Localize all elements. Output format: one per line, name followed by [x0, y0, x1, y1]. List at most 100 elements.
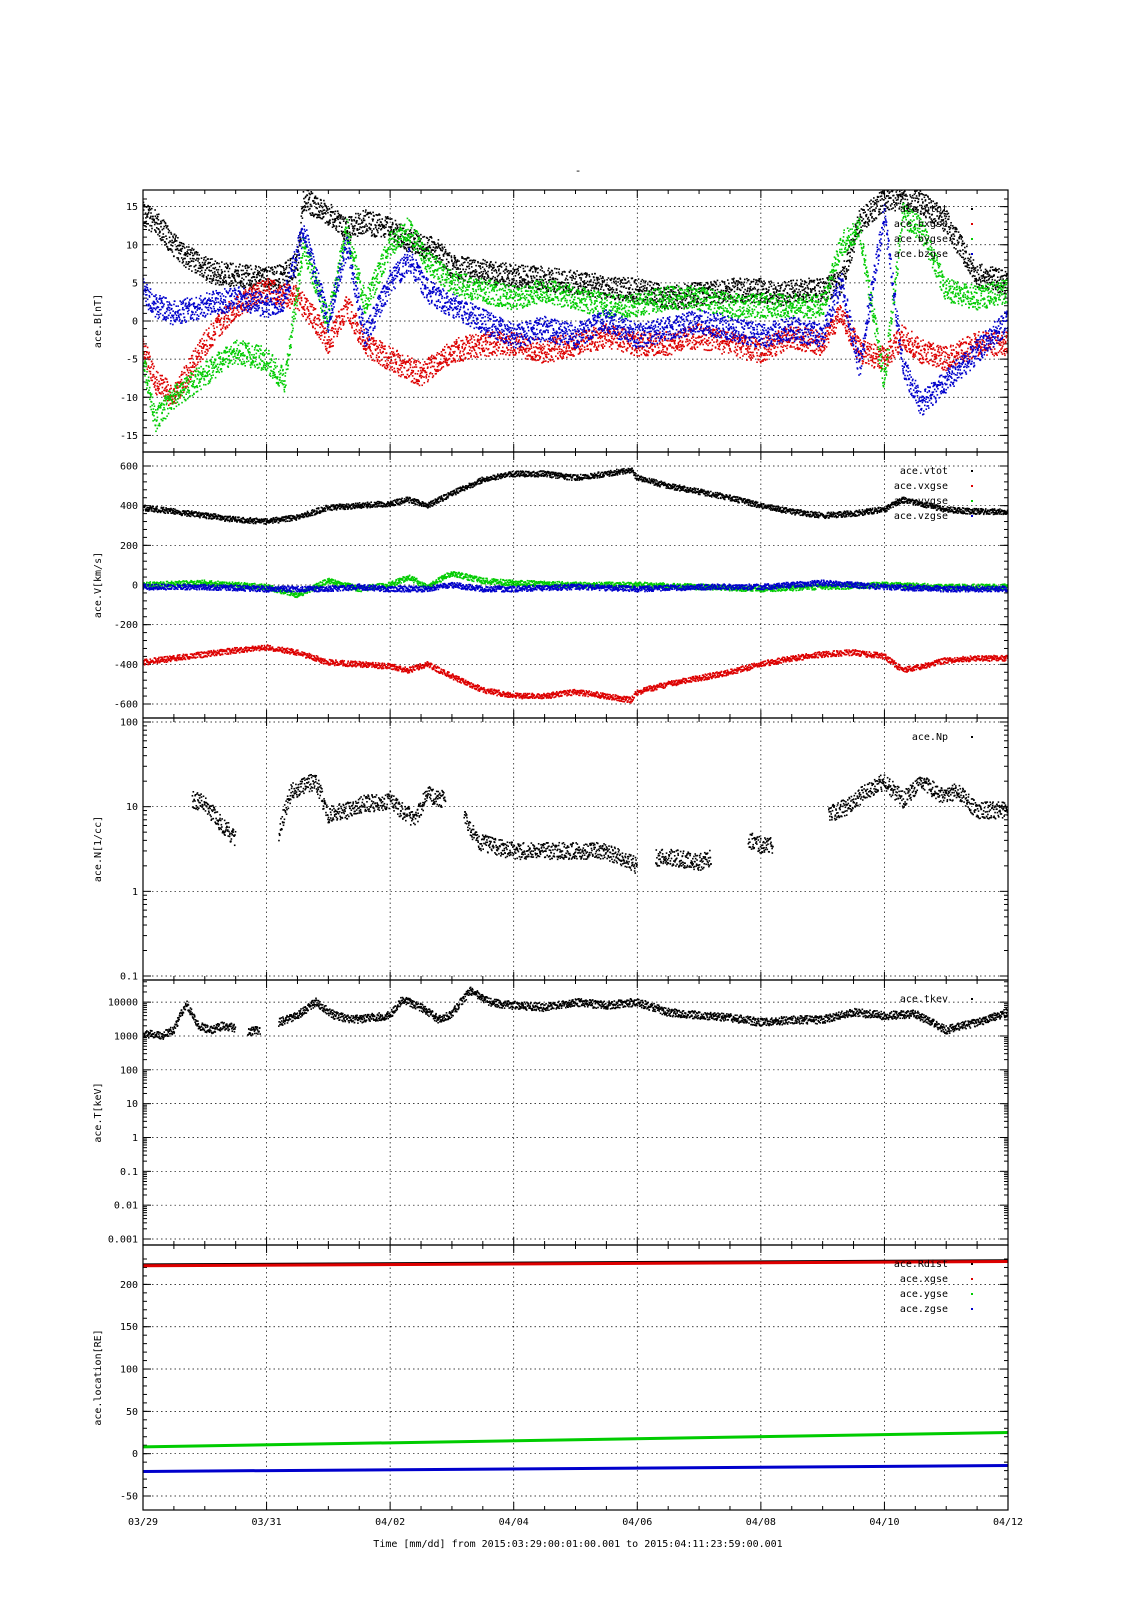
data-point	[218, 335, 221, 337]
data-point	[337, 330, 340, 333]
data-point	[589, 292, 591, 295]
data-point	[526, 282, 528, 284]
data-point	[843, 260, 846, 262]
data-point	[500, 266, 503, 268]
data-point	[235, 315, 237, 318]
data-point	[439, 257, 441, 259]
data-point	[166, 246, 169, 248]
data-point	[188, 379, 190, 382]
data-point	[390, 356, 393, 358]
data-point	[144, 212, 147, 214]
data-point	[423, 256, 425, 259]
data-point	[474, 275, 476, 278]
data-point	[436, 255, 439, 257]
data-point	[234, 270, 237, 273]
data-point	[161, 382, 164, 385]
data-point	[336, 332, 339, 334]
data-point	[473, 273, 476, 276]
data-point	[641, 290, 644, 293]
data-point	[380, 341, 382, 344]
data-point	[349, 235, 352, 237]
data-point	[705, 287, 708, 289]
data-point	[766, 290, 768, 293]
data-point	[157, 219, 160, 221]
data-point	[250, 286, 253, 288]
data-point	[689, 286, 692, 289]
data-point	[346, 232, 348, 235]
data-point	[495, 278, 497, 281]
data-point	[394, 235, 396, 237]
data-point	[381, 218, 384, 220]
data-point	[204, 351, 206, 353]
data-point	[630, 294, 633, 296]
data-point	[826, 296, 829, 299]
data-point	[785, 285, 787, 288]
data-point	[752, 280, 755, 283]
data-point	[671, 289, 673, 291]
data-point	[378, 356, 381, 358]
data-point	[527, 283, 530, 286]
data-point	[201, 347, 203, 349]
data-point	[271, 266, 273, 269]
data-point	[905, 193, 907, 196]
data-point	[192, 374, 195, 376]
data-point	[344, 217, 346, 220]
data-point	[760, 280, 763, 283]
data-point	[625, 294, 628, 297]
data-point	[251, 276, 254, 278]
data-point	[400, 233, 402, 236]
data-point	[225, 314, 227, 317]
data-point	[701, 303, 704, 305]
data-point	[311, 212, 314, 215]
data-point	[707, 283, 709, 285]
data-point	[343, 304, 345, 307]
data-point	[172, 235, 174, 238]
data-point	[300, 215, 303, 217]
data-point	[946, 210, 948, 213]
data-point	[443, 246, 446, 248]
data-point	[425, 375, 427, 378]
data-point	[790, 282, 793, 285]
data-point	[195, 264, 197, 267]
data-point	[211, 271, 214, 274]
data-point	[166, 380, 169, 383]
data-point	[515, 271, 518, 274]
data-point	[380, 227, 383, 230]
data-point	[491, 277, 494, 280]
data-point	[264, 286, 267, 288]
data-point	[420, 237, 422, 240]
data-point	[327, 343, 329, 345]
data-point	[223, 318, 226, 320]
data-point	[586, 273, 588, 276]
data-point	[533, 276, 536, 279]
data-point	[615, 289, 618, 292]
data-point	[302, 306, 304, 308]
data-point	[776, 296, 779, 298]
data-point	[371, 220, 374, 222]
data-point	[166, 399, 169, 402]
data-point	[479, 266, 481, 268]
data-point	[339, 222, 342, 224]
data-point	[250, 284, 252, 286]
data-point	[904, 190, 906, 193]
data-point	[212, 325, 215, 327]
data-point	[567, 289, 570, 292]
data-point	[237, 272, 239, 275]
data-point	[574, 278, 576, 280]
data-point	[329, 219, 331, 221]
data-point	[358, 337, 360, 340]
data-point	[206, 278, 209, 280]
data-point	[420, 369, 422, 372]
data-point	[173, 390, 176, 392]
data-point	[420, 233, 422, 236]
data-point	[499, 280, 501, 283]
data-point	[938, 216, 941, 218]
data-point	[188, 246, 190, 248]
data-point	[700, 301, 702, 304]
data-point	[200, 356, 203, 359]
data-point	[541, 279, 544, 281]
data-point	[248, 284, 250, 286]
data-point	[342, 320, 344, 323]
data-point	[825, 293, 827, 295]
data-point	[150, 225, 153, 227]
